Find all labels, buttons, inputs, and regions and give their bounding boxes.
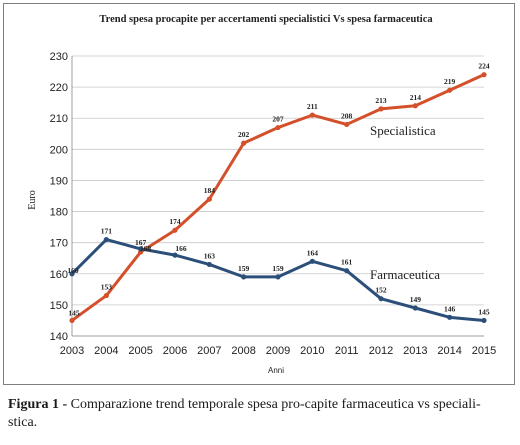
data-label: 167 [135,238,147,247]
data-label: 153 [101,283,113,292]
grid-lines [72,55,484,337]
data-point [412,103,418,109]
y-tick-label: 170 [50,238,68,250]
data-point [344,121,350,128]
y-axis: 140 150 160 170 180 190 200 210 220 230 [50,51,73,343]
data-point [309,112,315,118]
caption-label: Figura 1 - [8,397,68,412]
data-point [447,87,453,93]
data-point [412,305,418,311]
data-label: 224 [478,62,490,71]
data-point [275,124,281,131]
y-tick-label: 210 [50,113,68,125]
y-tick-label: 230 [50,51,68,63]
x-tick-label: 2004 [94,345,118,357]
data-label: 202 [238,130,250,139]
data-labels: 145 153 167 174 184 202 207 211 208 213 214 219 224 1… [67,62,490,318]
series-label-specialistica: Specialistica [370,123,436,138]
data-label: 184 [204,186,216,195]
x-tick-label: 2011 [335,345,359,357]
data-point [69,271,75,277]
x-tick-label: 2003 [60,345,84,357]
data-point [275,274,281,280]
data-label: 171 [101,227,113,236]
data-label: 211 [307,102,318,111]
data-point [344,268,350,274]
x-tick-label: 2012 [369,345,393,357]
figure-caption: Figura 1 - Comparazione trend temporale … [8,396,513,432]
data-point [69,317,75,324]
x-axis: 2003 2004 2005 2006 2007 2008 2009 2010 2011 2012… [60,335,496,357]
x-axis-label: Anni [268,366,284,375]
data-label: 159 [238,264,250,273]
data-point [481,317,487,324]
series-line-specialistica [71,73,485,322]
x-tick-label: 2009 [266,345,290,357]
data-label: 161 [341,258,353,267]
y-tick-label: 190 [50,175,68,187]
y-tick-label: 180 [50,207,68,219]
data-point [378,106,384,112]
data-label: 149 [410,295,422,304]
y-tick-label: 150 [50,300,68,312]
series-lines [69,72,487,324]
x-tick-label: 2015 [472,345,496,357]
data-label: 208 [341,111,353,120]
x-tick-label: 2005 [128,345,152,357]
data-label: 145 [478,307,490,316]
data-point [172,227,178,233]
data-label: 160 [67,266,79,275]
x-tick-label: 2013 [403,345,427,357]
data-point [172,252,178,258]
data-label: 159 [272,264,284,273]
y-tick-label: 220 [50,82,68,94]
x-tick-label: 2010 [300,345,324,357]
data-point [138,246,144,252]
y-tick-label: 140 [50,331,68,343]
data-point [206,261,212,268]
chart-title: Trend spesa procapite per accertamenti s… [99,14,433,25]
data-label: 214 [410,93,422,102]
y-axis-label: Euro [27,190,38,209]
data-label: 219 [444,77,456,86]
caption-text: Comparazione trend temporale spesa pro-c… [8,397,481,430]
x-tick-label: 2008 [231,345,255,357]
data-point [103,236,109,243]
data-label: 207 [272,115,284,124]
x-tick-label: 2006 [163,345,187,357]
x-tick-label: 2014 [437,345,461,357]
data-label: 164 [307,248,319,257]
data-point [447,314,453,320]
y-tick-label: 200 [50,144,68,156]
data-label: 213 [375,96,387,105]
data-label: 168 [140,244,152,253]
x-tick-label: 2007 [197,345,221,357]
data-point [309,258,315,264]
data-label: 152 [375,286,387,295]
data-point [103,292,109,299]
data-label: 145 [68,308,80,317]
data-point [241,274,247,280]
line-chart: Trend spesa procapite per accertamenti s… [27,14,496,375]
data-point [241,140,247,146]
series-label-farmaceutica: Farmaceutica [370,267,440,282]
data-point [206,196,212,202]
data-point [481,72,487,78]
y-tick-label: 160 [50,269,68,281]
chart-frame: Trend spesa procapite per accertamenti s… [3,3,515,385]
data-label: 174 [169,217,181,226]
data-label: 166 [175,244,187,253]
series-labels: Specialistica Farmaceutica [370,123,440,282]
data-label: 146 [444,304,456,313]
data-point [378,296,384,302]
data-label: 163 [204,251,216,260]
